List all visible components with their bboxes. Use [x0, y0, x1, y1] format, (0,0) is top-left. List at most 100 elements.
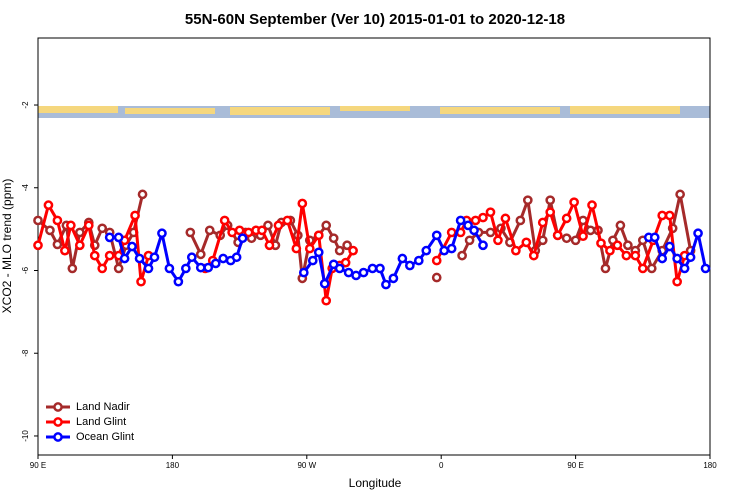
- data-point: [104, 250, 115, 261]
- data-point: [675, 189, 685, 200]
- data-point: [204, 225, 215, 236]
- data-point: [431, 230, 442, 241]
- data-point: [136, 276, 146, 287]
- data-point: [321, 220, 332, 231]
- data-point: [469, 225, 479, 236]
- y-tick-label: -6: [21, 266, 30, 274]
- data-point: [439, 245, 450, 256]
- data-point: [664, 241, 675, 252]
- x-tick-label: 90 W: [297, 461, 316, 470]
- data-point: [470, 215, 481, 226]
- data-point: [234, 225, 245, 236]
- data-point: [493, 235, 503, 246]
- data-point: [672, 276, 682, 287]
- data-point: [313, 247, 324, 258]
- data-point: [528, 250, 539, 261]
- data-point: [340, 257, 351, 268]
- data-point: [195, 262, 206, 273]
- data-point: [585, 225, 596, 236]
- data-point: [537, 217, 548, 228]
- data-point: [219, 215, 230, 226]
- data-point: [104, 232, 115, 243]
- y-tick-label: -2: [21, 101, 30, 109]
- data-point: [413, 255, 424, 266]
- data-point: [521, 237, 532, 248]
- data-point: [552, 230, 563, 241]
- data-point: [210, 258, 221, 269]
- data-point: [33, 215, 43, 226]
- data-point: [134, 253, 145, 264]
- data-point: [630, 250, 641, 261]
- data-point: [375, 263, 385, 274]
- data-point: [570, 235, 581, 246]
- data-point: [431, 272, 442, 283]
- chart-title: 55N-60N September (Ver 10) 2015-01-01 to…: [185, 11, 565, 28]
- legend-label: Ocean Glint: [76, 431, 134, 443]
- data-point: [282, 215, 293, 226]
- data-point: [66, 220, 76, 231]
- data-point: [545, 195, 556, 206]
- legend-marker: [53, 417, 63, 427]
- data-point: [113, 232, 124, 243]
- data-point: [157, 228, 167, 239]
- data-point: [97, 223, 108, 234]
- data-point: [227, 227, 237, 238]
- data-point: [664, 210, 675, 221]
- data-point: [446, 227, 457, 238]
- data-point: [500, 213, 511, 224]
- data-point: [637, 263, 648, 274]
- data-point: [304, 243, 315, 254]
- data-point: [334, 245, 345, 256]
- data-point: [351, 270, 361, 281]
- data-point: [404, 260, 415, 271]
- data-point: [700, 263, 711, 274]
- data-point: [679, 263, 690, 274]
- data-point: [173, 276, 184, 287]
- data-point: [672, 253, 682, 264]
- data-point: [545, 207, 556, 218]
- data-point: [143, 263, 154, 274]
- data-point: [397, 253, 408, 264]
- data-point: [621, 250, 632, 261]
- y-tick-label: -4: [21, 184, 30, 192]
- data-point: [455, 215, 466, 226]
- data-point: [343, 267, 354, 278]
- data-point: [74, 240, 85, 251]
- data-point: [203, 262, 214, 273]
- data-point: [97, 263, 108, 274]
- data-point: [231, 252, 242, 263]
- data-point: [89, 250, 100, 261]
- data-point: [478, 212, 488, 223]
- data-point: [569, 197, 579, 208]
- data-point: [358, 267, 369, 278]
- data-point: [43, 200, 54, 210]
- data-point: [45, 225, 55, 236]
- data-point: [578, 231, 588, 242]
- x-tick-label: 180: [703, 461, 717, 470]
- data-point: [431, 255, 442, 266]
- data-point: [657, 253, 668, 264]
- data-point: [180, 263, 191, 274]
- data-point: [464, 235, 475, 246]
- data-point: [52, 239, 63, 250]
- data-point: [463, 220, 473, 231]
- data-point: [600, 263, 611, 274]
- data-point: [237, 233, 248, 244]
- legend-label: Land Nadir: [76, 401, 130, 413]
- data-point: [313, 230, 324, 241]
- x-axis-label: Longitude: [349, 476, 402, 490]
- data-point: [649, 232, 660, 243]
- data-point: [83, 220, 94, 231]
- data-point: [478, 240, 488, 251]
- legend-label: Land Glint: [76, 416, 126, 428]
- data-point: [685, 252, 696, 263]
- data-point: [561, 233, 572, 244]
- data-point: [74, 227, 85, 238]
- data-point: [319, 278, 330, 289]
- map-strip: [38, 106, 710, 118]
- data-point: [149, 252, 160, 263]
- data-point: [388, 273, 399, 284]
- x-tick-label: 0: [439, 461, 444, 470]
- data-point: [561, 213, 572, 224]
